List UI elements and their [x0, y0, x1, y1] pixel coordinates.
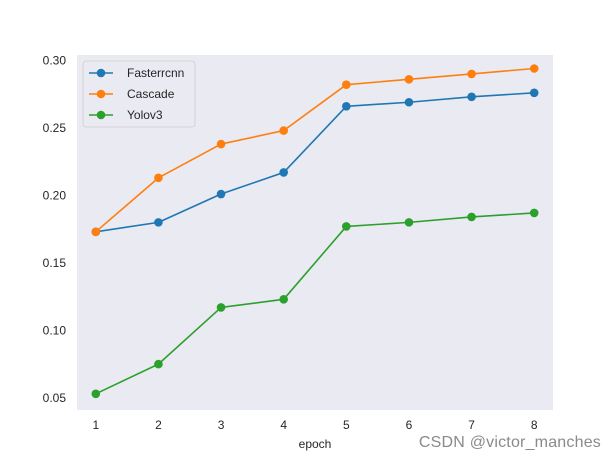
legend-item: Yolov3 [89, 108, 163, 122]
data-point [154, 359, 163, 369]
x-tick-label: 1 [92, 418, 99, 432]
data-point [342, 222, 351, 231]
legend-label: Cascade [127, 87, 175, 101]
data-point [216, 139, 226, 149]
legend-marker [96, 68, 106, 78]
watermark: CSDN @victor_manches [418, 434, 601, 451]
legend-label: Yolov3 [127, 108, 163, 122]
data-point [404, 97, 414, 107]
x-tick-label: 5 [343, 418, 350, 432]
legend-label: Fasterrcnn [127, 66, 184, 80]
data-point [529, 208, 539, 218]
series-layer [91, 64, 539, 399]
x-tick-label: 6 [406, 418, 413, 432]
legend-marker [96, 110, 106, 120]
x-tick-label: 2 [155, 418, 162, 432]
y-tick-label: 0.30 [43, 53, 67, 67]
data-point [216, 189, 226, 199]
data-point [529, 64, 539, 73]
data-point [342, 101, 351, 111]
data-point [279, 295, 288, 304]
legend-box [82, 60, 196, 128]
data-point [154, 218, 163, 227]
y-tick-label: 0.10 [43, 323, 67, 337]
data-point [467, 92, 476, 102]
legend-item: Fasterrcnn [89, 66, 184, 80]
data-point [154, 173, 163, 183]
series-line [95, 91, 535, 233]
series-yolov3 [91, 208, 539, 399]
data-point [467, 69, 476, 79]
legend-item: Cascade [89, 87, 175, 101]
data-point [404, 74, 414, 84]
y-tick-label: 0.15 [43, 256, 67, 270]
x-tick-label: 8 [531, 418, 538, 432]
data-point [467, 212, 476, 222]
series-line [95, 212, 535, 395]
x-axis: 1 2 3 4 5 6 7 8 [92, 418, 537, 432]
x-tick-label: 4 [280, 418, 287, 432]
data-point [91, 227, 101, 237]
y-tick-label: 0.05 [43, 391, 67, 405]
y-tick-label: 0.25 [43, 121, 67, 135]
data-point [342, 80, 351, 89]
data-point [279, 126, 288, 135]
series-cascade [91, 64, 539, 237]
legend: Fasterrcnn Cascade Yolov3 [82, 60, 196, 128]
x-tick-label: 7 [468, 418, 475, 432]
x-tick-label: 3 [218, 418, 225, 432]
legend-marker [96, 89, 106, 99]
data-point [529, 88, 539, 98]
data-point [279, 168, 288, 177]
series-line [95, 67, 535, 233]
data-point [216, 303, 226, 312]
y-tick-label: 0.20 [43, 188, 67, 202]
data-point [404, 218, 414, 227]
data-point [91, 389, 101, 399]
y-axis: 0.05 0.10 0.15 0.20 0.25 0.30 [43, 53, 67, 404]
x-axis-label: epoch [299, 437, 332, 451]
